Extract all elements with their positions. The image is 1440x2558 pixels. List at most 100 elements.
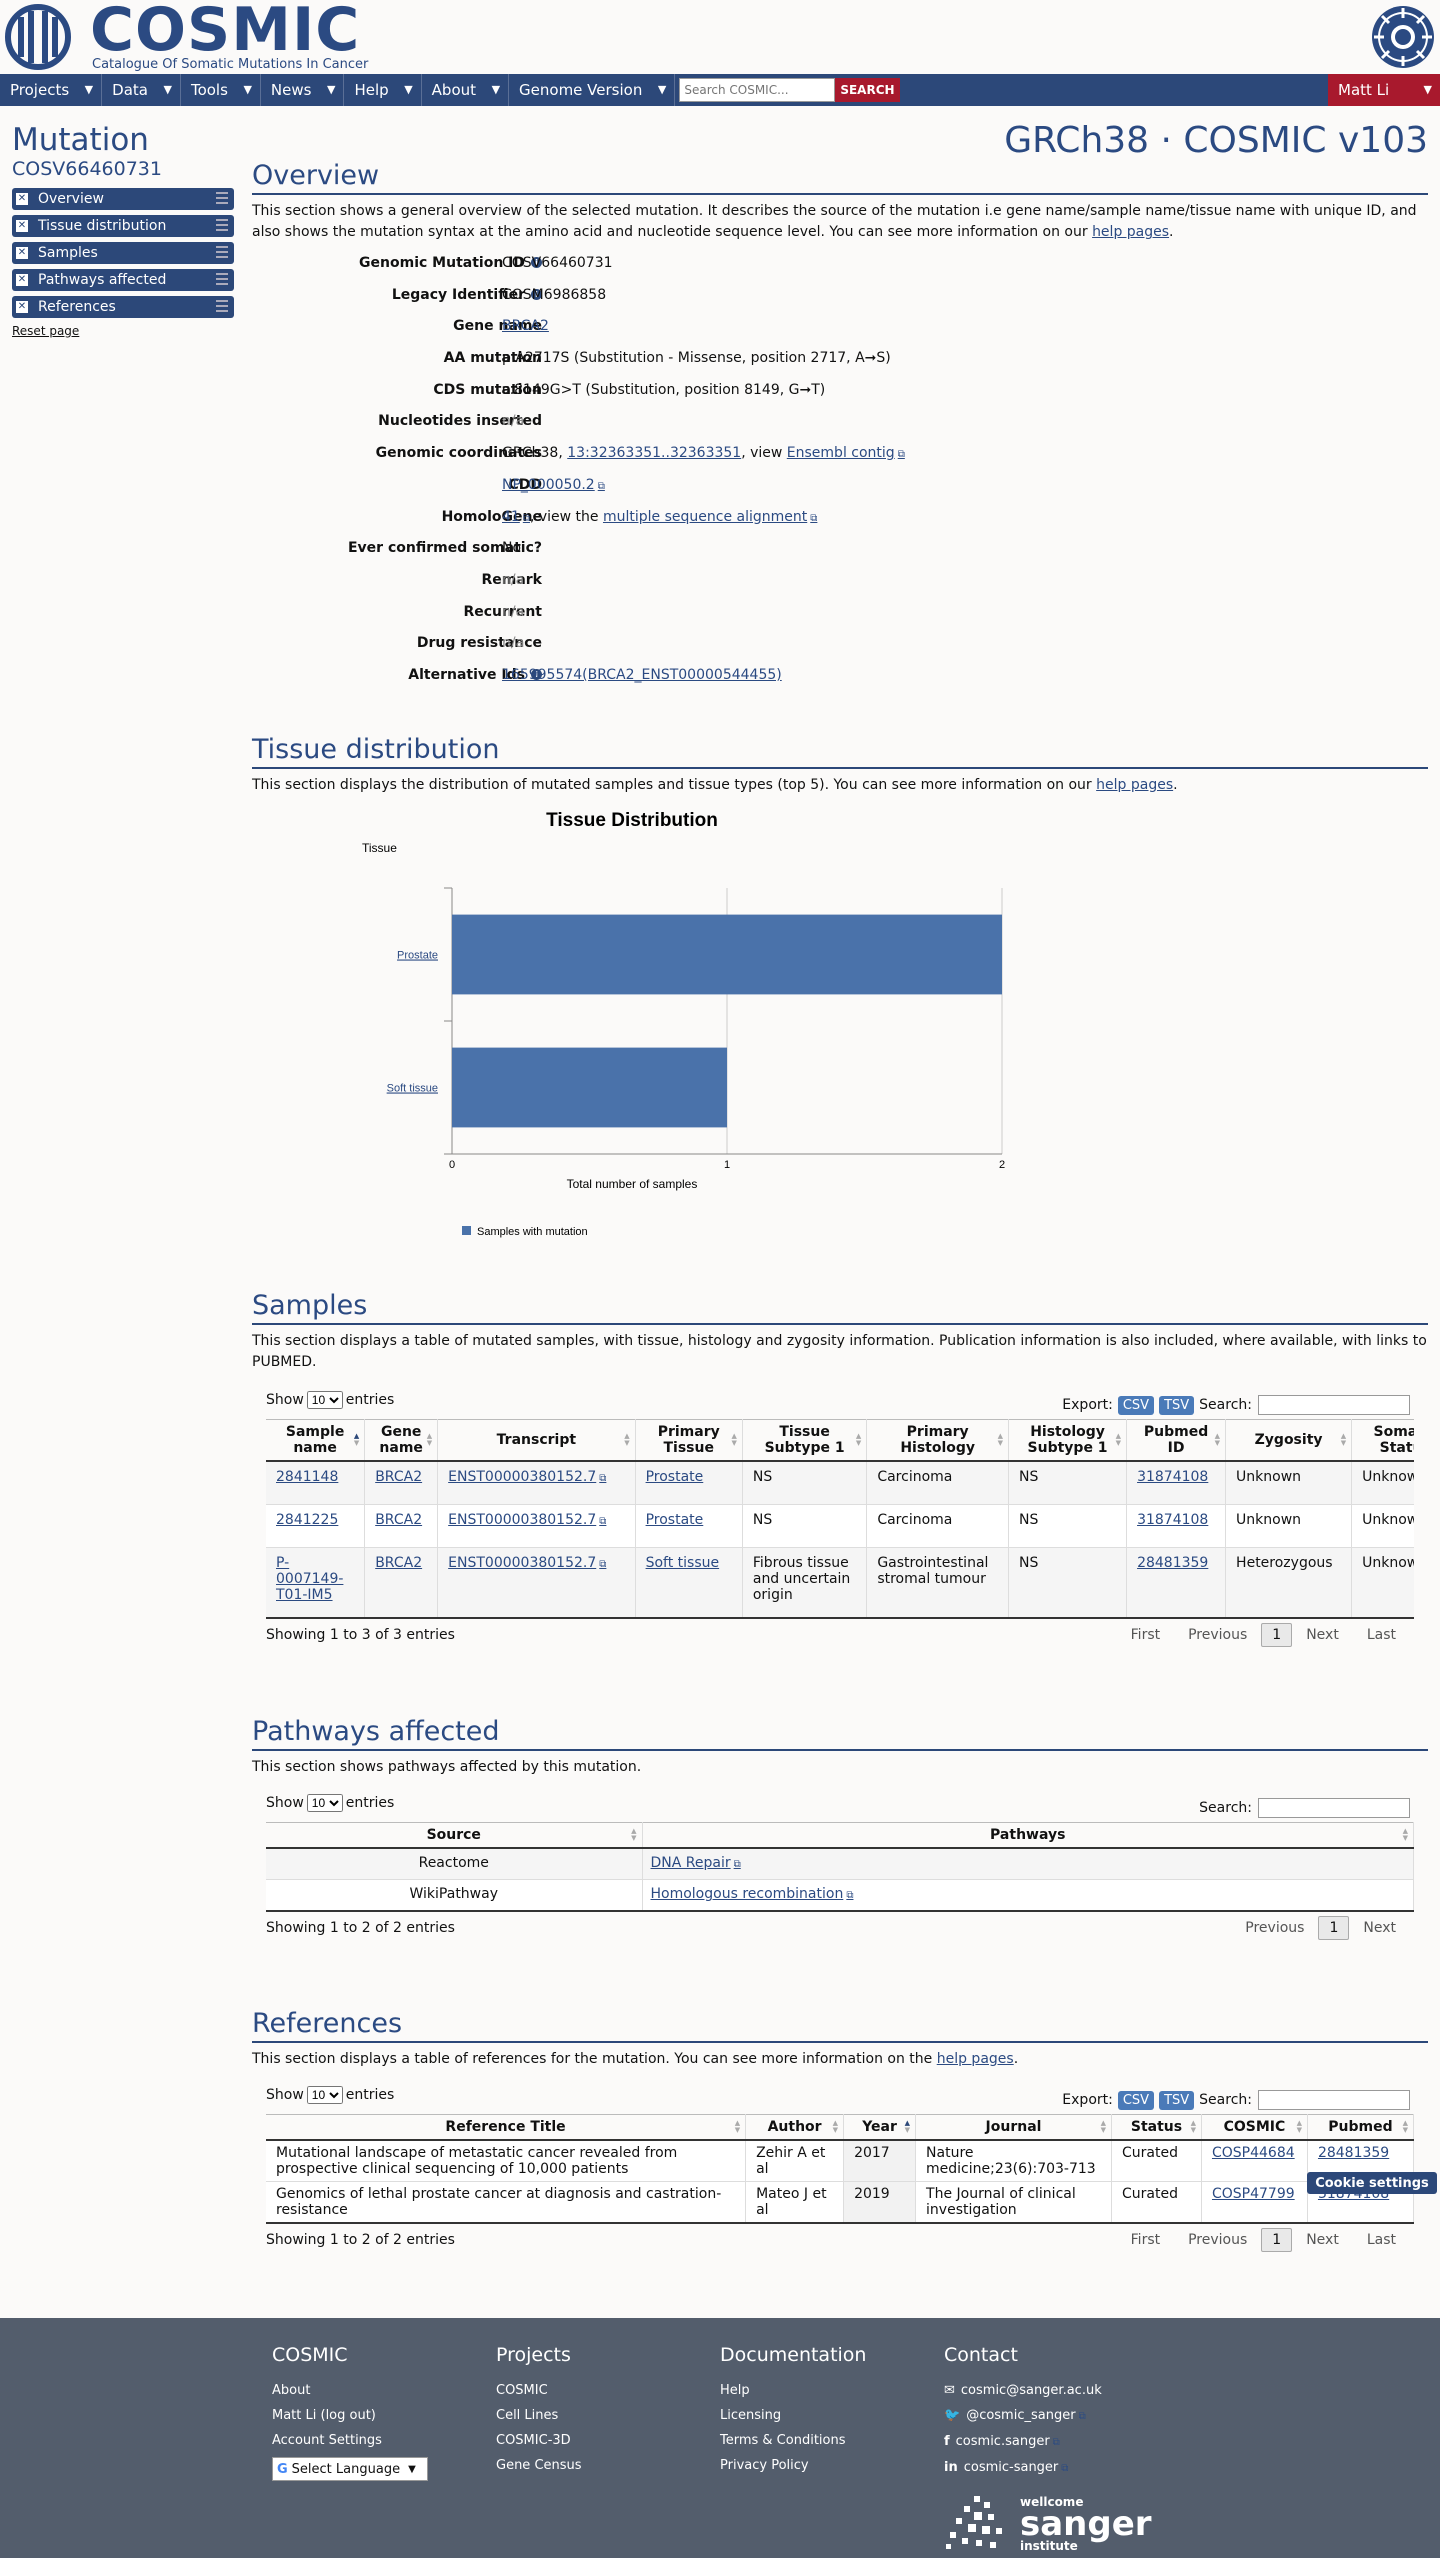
cell-link[interactable]: BRCA2 <box>375 1512 423 1528</box>
footer-link-cosmic[interactable]: COSMIC <box>496 2383 548 2398</box>
help-pages-link[interactable]: help pages <box>1092 224 1170 240</box>
coords-link[interactable]: 13:32363351..32363351 <box>567 445 742 462</box>
cell-link[interactable]: 28481359 <box>1317 2145 1390 2161</box>
info-icon[interactable]: i <box>531 668 542 680</box>
search-input[interactable] <box>679 78 836 102</box>
footer-link-help[interactable]: Help <box>720 2383 750 2398</box>
pager-first[interactable]: First <box>1130 1627 1161 1643</box>
pager-page-1[interactable]: 1 <box>1261 1623 1293 1647</box>
cell-link[interactable]: BRCA2 <box>375 1469 423 1485</box>
pager-last[interactable]: Last <box>1366 1627 1396 1643</box>
cell-link[interactable]: COSP44684 <box>1211 2145 1295 2161</box>
alt-id-link[interactable]: 165995574(BRCA2_ENST00000544455) <box>502 666 782 683</box>
help-pages-link[interactable]: help pages <box>1096 777 1174 793</box>
nav-news[interactable]: News ▼ <box>261 74 345 106</box>
info-icon[interactable]: i <box>531 288 542 300</box>
footer-link-about[interactable]: About <box>272 2383 311 2398</box>
export-tsv-button[interactable]: TSV <box>1159 2090 1195 2110</box>
pathway-link[interactable]: Homologous recombination <box>651 1886 854 1902</box>
col-header[interactable]: Somatic Status▲▼ <box>1351 1419 1414 1462</box>
cell-link[interactable]: 31874108 <box>1137 1469 1209 1485</box>
export-csv-button[interactable]: CSV <box>1117 1395 1155 1415</box>
footer-link-cosmic-3d[interactable]: COSMIC-3D <box>496 2433 571 2448</box>
checkbox-x-icon[interactable]: ✕ <box>16 220 28 232</box>
cell-link[interactable]: ENST00000380152.7 <box>448 1469 606 1485</box>
reset-page-link[interactable]: Reset page <box>12 324 80 338</box>
language-select[interactable]: G Select Language ▼ <box>272 2457 428 2481</box>
cell-link[interactable]: COSP47799 <box>1211 2186 1295 2202</box>
drag-handle-icon[interactable] <box>216 300 228 312</box>
nav-about[interactable]: About ▼ <box>422 74 510 106</box>
cell-link[interactable]: 28481359 <box>1137 1555 1209 1571</box>
sidebar-item-tissue[interactable]: ✕ Tissue distribution <box>12 215 234 237</box>
footer-link-logout[interactable]: Matt Li (log out) <box>272 2408 376 2423</box>
footer-link-facebook[interactable]: cosmic.sanger <box>956 2434 1060 2449</box>
pager-previous[interactable]: Previous <box>1245 1920 1305 1936</box>
checkbox-x-icon[interactable]: ✕ <box>16 274 28 286</box>
cell-link[interactable]: Prostate <box>645 1512 704 1528</box>
col-header[interactable]: Transcript ▲ ▼ <box>437 1419 636 1462</box>
col-header[interactable]: COSMIC ▲ ▼ <box>1201 2114 1308 2141</box>
footer-link-licensing[interactable]: Licensing <box>720 2408 782 2423</box>
cell-link[interactable]: Prostate <box>645 1469 704 1485</box>
sidebar-item-samples[interactable]: ✕ Samples <box>12 242 234 264</box>
ensembl-contig-link[interactable]: Ensembl contig <box>787 445 905 461</box>
pager-next[interactable]: Next <box>1306 1627 1339 1643</box>
cell-link[interactable]: P-0007149-T01-IM5 <box>276 1555 344 1603</box>
pager-page-1[interactable]: 1 <box>1261 2228 1293 2252</box>
footer-link-gene-census[interactable]: Gene Census <box>496 2458 582 2473</box>
checkbox-x-icon[interactable]: ✕ <box>16 301 28 313</box>
bar-soft-tissue[interactable] <box>452 1047 727 1128</box>
nav-tools[interactable]: Tools ▼ <box>181 74 261 106</box>
sidebar-item-overview[interactable]: ✕ Overview <box>12 188 234 210</box>
drag-handle-icon[interactable] <box>216 192 228 204</box>
page-size-select[interactable]: 10 <box>306 1391 343 1409</box>
pager-previous[interactable]: Previous <box>1188 2232 1248 2248</box>
search-button[interactable]: SEARCH <box>835 78 900 102</box>
nav-genome-version[interactable]: Genome Version ▼ <box>509 74 676 106</box>
sanger-seal-icon[interactable] <box>1370 4 1436 70</box>
export-tsv-button[interactable]: TSV <box>1159 1395 1195 1415</box>
pathway-link[interactable]: DNA Repair <box>651 1855 741 1871</box>
gene-link[interactable]: BRCA2 <box>502 318 549 335</box>
footer-link-email[interactable]: cosmic@sanger.ac.uk <box>960 2383 1102 2398</box>
footer-link-terms[interactable]: Terms & Conditions <box>720 2433 846 2448</box>
cell-link[interactable]: 2841148 <box>276 1469 339 1485</box>
pager-next[interactable]: Next <box>1306 2232 1339 2248</box>
user-menu[interactable]: Matt Li ▼ <box>1328 74 1440 106</box>
cookie-settings-button[interactable]: Cookie settings <box>1307 2172 1437 2194</box>
col-header[interactable]: Gene name ▲ ▼ <box>364 1419 439 1462</box>
pathways-search-input[interactable] <box>1258 1798 1410 1818</box>
cell-link[interactable]: BRCA2 <box>375 1555 423 1571</box>
drag-handle-icon[interactable] <box>216 273 228 285</box>
nav-help[interactable]: Help ▼ <box>344 74 422 106</box>
y-tick-label[interactable]: Soft tissue <box>387 1083 438 1095</box>
sidebar-item-pathways[interactable]: ✕ Pathways affected <box>12 269 234 291</box>
drag-handle-icon[interactable] <box>216 246 228 258</box>
col-pathways[interactable]: Pathways ▲ ▼ <box>642 1822 1414 1849</box>
cell-link[interactable]: 31874108 <box>1137 1512 1209 1528</box>
cell-link[interactable]: ENST00000380152.7 <box>448 1512 606 1528</box>
cell-link[interactable]: ENST00000380152.7 <box>448 1555 606 1571</box>
col-header[interactable]: Zygosity ▲ ▼ <box>1225 1419 1353 1462</box>
col-header[interactable]: Tissue Subtype 1 ▲ ▼ <box>742 1419 868 1462</box>
col-header[interactable]: Histology Subtype 1 ▲ ▼ <box>1008 1419 1128 1462</box>
msa-link[interactable]: multiple sequence alignment <box>603 509 817 525</box>
pager-last[interactable]: Last <box>1366 2232 1396 2248</box>
help-pages-link[interactable]: help pages <box>936 2051 1014 2067</box>
footer-link-linkedin[interactable]: cosmic-sanger <box>964 2460 1069 2475</box>
pager-page-1[interactable]: 1 <box>1318 1916 1350 1940</box>
col-header[interactable]: Year ▲ ▼ <box>843 2114 917 2141</box>
col-header[interactable]: Author ▲ ▼ <box>745 2114 845 2141</box>
nav-data[interactable]: Data ▼ <box>102 74 181 106</box>
sidebar-item-references[interactable]: ✕ References <box>12 296 234 318</box>
footer-link-privacy[interactable]: Privacy Policy <box>720 2458 809 2473</box>
export-csv-button[interactable]: CSV <box>1117 2090 1155 2110</box>
homologene-link[interactable]: 41 <box>502 509 530 525</box>
col-header[interactable]: Primary Tissue ▲ ▼ <box>635 1419 743 1462</box>
pager-previous[interactable]: Previous <box>1188 1627 1248 1643</box>
col-header[interactable]: Status ▲ ▼ <box>1111 2114 1202 2141</box>
y-tick-label[interactable]: Prostate <box>397 950 438 962</box>
cell-link[interactable]: Soft tissue <box>645 1555 720 1571</box>
checkbox-x-icon[interactable]: ✕ <box>16 193 28 205</box>
